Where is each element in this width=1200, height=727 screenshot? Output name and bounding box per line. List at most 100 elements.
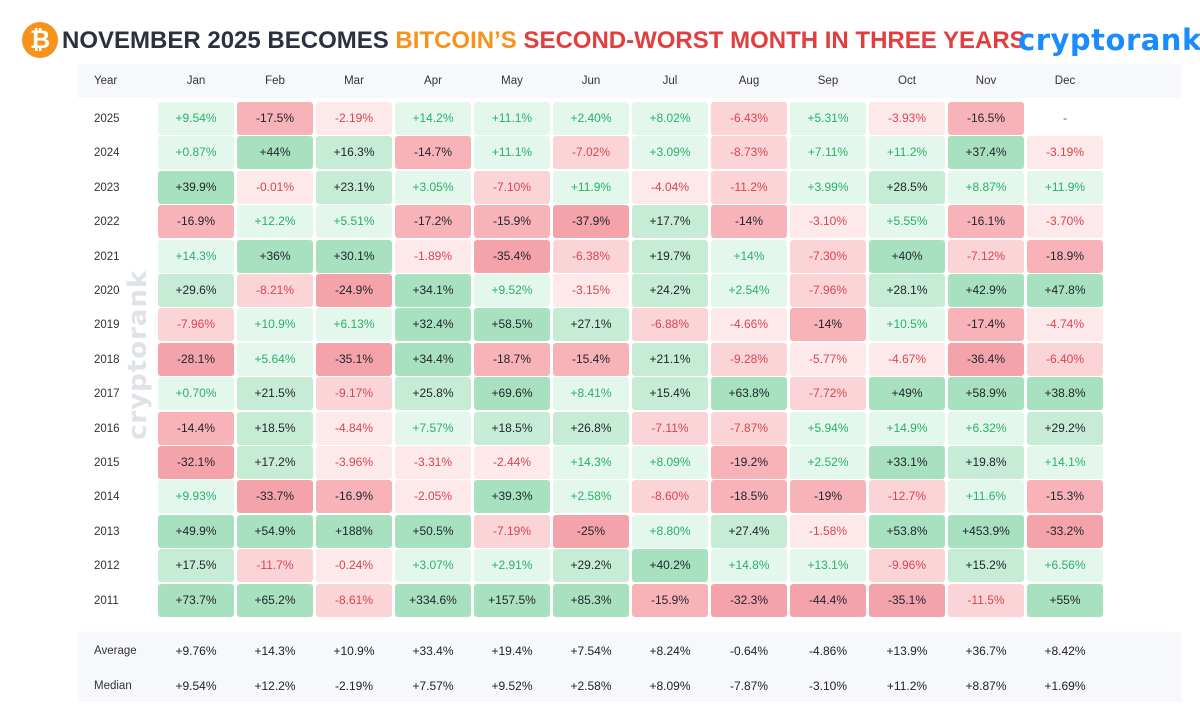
heatmap-cell-2019-oct: +10.5% [869, 308, 945, 342]
heatmap-cell-2015-aug: -19.2% [711, 446, 787, 479]
heatmap-cell-2011-apr: +334.6% [395, 583, 471, 617]
heatmap-cell-2016-aug: -7.87% [711, 411, 787, 445]
heatmap-cell-2016-jun: +26.8% [553, 411, 629, 445]
month-header-jan: Jan [186, 75, 206, 87]
heatmap-cell-2021-jan: +14.3% [158, 239, 234, 273]
year-label-2016: 2016 [94, 422, 120, 435]
heatmap-cell-2019-jul: -6.88% [632, 308, 708, 342]
heatmap-cell-2013-may: -7.19% [474, 514, 550, 548]
heatmap-cell-2013-aug: +27.4% [711, 514, 787, 548]
heatmap-cell-2024-nov: +37.4% [948, 136, 1024, 170]
heatmap-cell-2018-jul: +21.1% [632, 342, 708, 376]
heatmap-cell-2014-feb: -33.7% [237, 480, 313, 514]
heatmap-cell-2014-jul: -8.60% [632, 480, 708, 514]
heatmap-cell-2024-may: +11.1% [474, 136, 550, 170]
title-part-1: NOVEMBER 2025 BECOMES [62, 27, 396, 54]
heatmap-cell-2019-apr: +32.4% [395, 308, 471, 342]
heatmap-cell-2021-may: -35.4% [474, 239, 550, 273]
heatmap-cell-2021-feb: +36% [237, 239, 313, 273]
heatmap-cell-2015-feb: +17.2% [237, 446, 313, 479]
heatmap-cell-2015-apr: -3.31% [395, 446, 471, 479]
summary-cell-average-aug: -0.64% [729, 644, 769, 658]
month-header-dec: Dec [1054, 75, 1076, 87]
heatmap-cell-2017-apr: +25.8% [395, 377, 471, 411]
summary-cell-median-aug: -7.87% [729, 679, 769, 693]
summary-cell-median-sep: -3.10% [808, 679, 848, 693]
summary-cell-average-mar: +10.9% [333, 644, 375, 658]
heatmap-cell-2020-aug: +2.54% [711, 274, 787, 307]
heatmap-cell-2014-nov: +11.6% [948, 480, 1024, 514]
heatmap-cell-2016-apr: +7.57% [395, 411, 471, 445]
year-label-2025: 2025 [94, 113, 120, 125]
heatmap-cell-2019-sep: -14% [790, 308, 866, 342]
heatmap-cell-2012-may: +2.91% [474, 549, 550, 583]
heatmap-cell-2016-dec: +29.2% [1027, 411, 1103, 445]
summary-cell-median-oct: +11.2% [886, 679, 928, 693]
heatmap-cell-2021-nov: -7.12% [948, 239, 1024, 273]
heatmap-cell-2013-dec: -33.2% [1027, 514, 1103, 548]
heatmap-cell-2012-oct: -9.96% [869, 549, 945, 583]
heatmap-cell-2011-oct: -35.1% [869, 583, 945, 617]
year-label-2012: 2012 [94, 560, 120, 573]
heatmap-cell-2011-may: +157.5% [474, 583, 550, 617]
heatmap-cell-2011-jul: -15.9% [632, 583, 708, 617]
heatmap-cell-2020-jul: +24.2% [632, 274, 708, 307]
heatmap-cell-2011-sep: -44.4% [790, 583, 866, 617]
heatmap-cell-2022-dec: -3.70% [1027, 205, 1103, 239]
heatmap-cell-2019-jun: +27.1% [553, 308, 629, 342]
heatmap-cell-2013-feb: +54.9% [237, 514, 313, 548]
summary-cell-average-nov: +36.7% [965, 644, 1007, 658]
heatmap-cell-2023-sep: +3.99% [790, 170, 866, 204]
heatmap-cell-2014-jan: +9.93% [158, 480, 234, 514]
year-label-2011: 2011 [94, 594, 119, 607]
heatmap-cell-2014-jun: +2.58% [553, 480, 629, 514]
heatmap-cell-2013-mar: +188% [316, 514, 392, 548]
heatmap-cell-2019-jan: -7.96% [158, 308, 234, 342]
heatmap-cell-2023-jun: +11.9% [553, 170, 629, 204]
heatmap-cell-2019-feb: +10.9% [237, 308, 313, 342]
month-header-may: May [501, 75, 523, 87]
heatmap-cell-2015-sep: +2.52% [790, 446, 866, 479]
heatmap-cell-2024-feb: +44% [237, 136, 313, 170]
year-label-2022: 2022 [94, 216, 120, 229]
heatmap-cell-2013-jun: -25% [553, 514, 629, 548]
heatmap-cell-2012-apr: +3.07% [395, 549, 471, 583]
watermark: cryptorank [123, 269, 153, 440]
heatmap-cell-2021-apr: -1.89% [395, 239, 471, 273]
heatmap-cell-2020-dec: +47.8% [1027, 274, 1103, 307]
heatmap-cell-2025-jan: +9.54% [158, 102, 234, 135]
heatmap-cell-2015-jan: -32.1% [158, 446, 234, 479]
heatmap-table: Year Jan Feb Mar Apr May Jun Jul Aug Sep Oct Nov De… [78, 64, 1182, 724]
heatmap-cell-2022-sep: -3.10% [790, 205, 866, 239]
heatmap-cell-2020-sep: -7.96% [790, 274, 866, 307]
month-header-jun: Jun [581, 75, 601, 87]
heatmap-cell-2022-oct: +5.55% [869, 205, 945, 239]
summary-cell-average-feb: +14.3% [254, 644, 296, 658]
heatmap-cell-2025-jul: +8.02% [632, 102, 708, 135]
summary-cell-median-mar: -2.19% [334, 679, 374, 693]
year-label-2021: 2021 [94, 250, 120, 263]
heatmap-cell-2012-dec: +6.56% [1027, 549, 1103, 583]
summary-cell-average-oct: +13.9% [886, 644, 928, 658]
year-label-2020: 2020 [94, 285, 120, 297]
heatmap-cell-2018-feb: +5.64% [237, 342, 313, 376]
summary-cell-average-jan: +9.76% [175, 644, 217, 658]
heatmap-cell-2024-mar: +16.3% [316, 136, 392, 170]
heatmap-cell-2025-nov: -16.5% [948, 102, 1024, 135]
heatmap-cell-2020-oct: +28.1% [869, 274, 945, 307]
heatmap-cell-2023-mar: +23.1% [316, 170, 392, 204]
heatmap-cell-2018-jan: -28.1% [158, 342, 234, 376]
heatmap-cell-2019-mar: +6.13% [316, 308, 392, 342]
title-part-3: SECOND-WORST MONTH IN THREE YEARS [516, 27, 1026, 54]
heatmap-cell-2023-jan: +39.9% [158, 170, 234, 204]
heatmap-cell-2017-jun: +8.41% [553, 377, 629, 411]
heatmap-cell-2025-apr: +14.2% [395, 102, 471, 135]
heatmap-cell-2013-jan: +49.9% [158, 514, 234, 548]
month-header-feb: Feb [265, 75, 285, 87]
year-label-2014: 2014 [94, 491, 120, 504]
heatmap-cell-2016-feb: +18.5% [237, 411, 313, 445]
summary-label-average: Average [94, 645, 137, 657]
heatmap-cell-2014-oct: -12.7% [869, 480, 945, 514]
heatmap-cell-2014-mar: -16.9% [316, 480, 392, 514]
heatmap-cell-2014-sep: -19% [790, 480, 866, 514]
